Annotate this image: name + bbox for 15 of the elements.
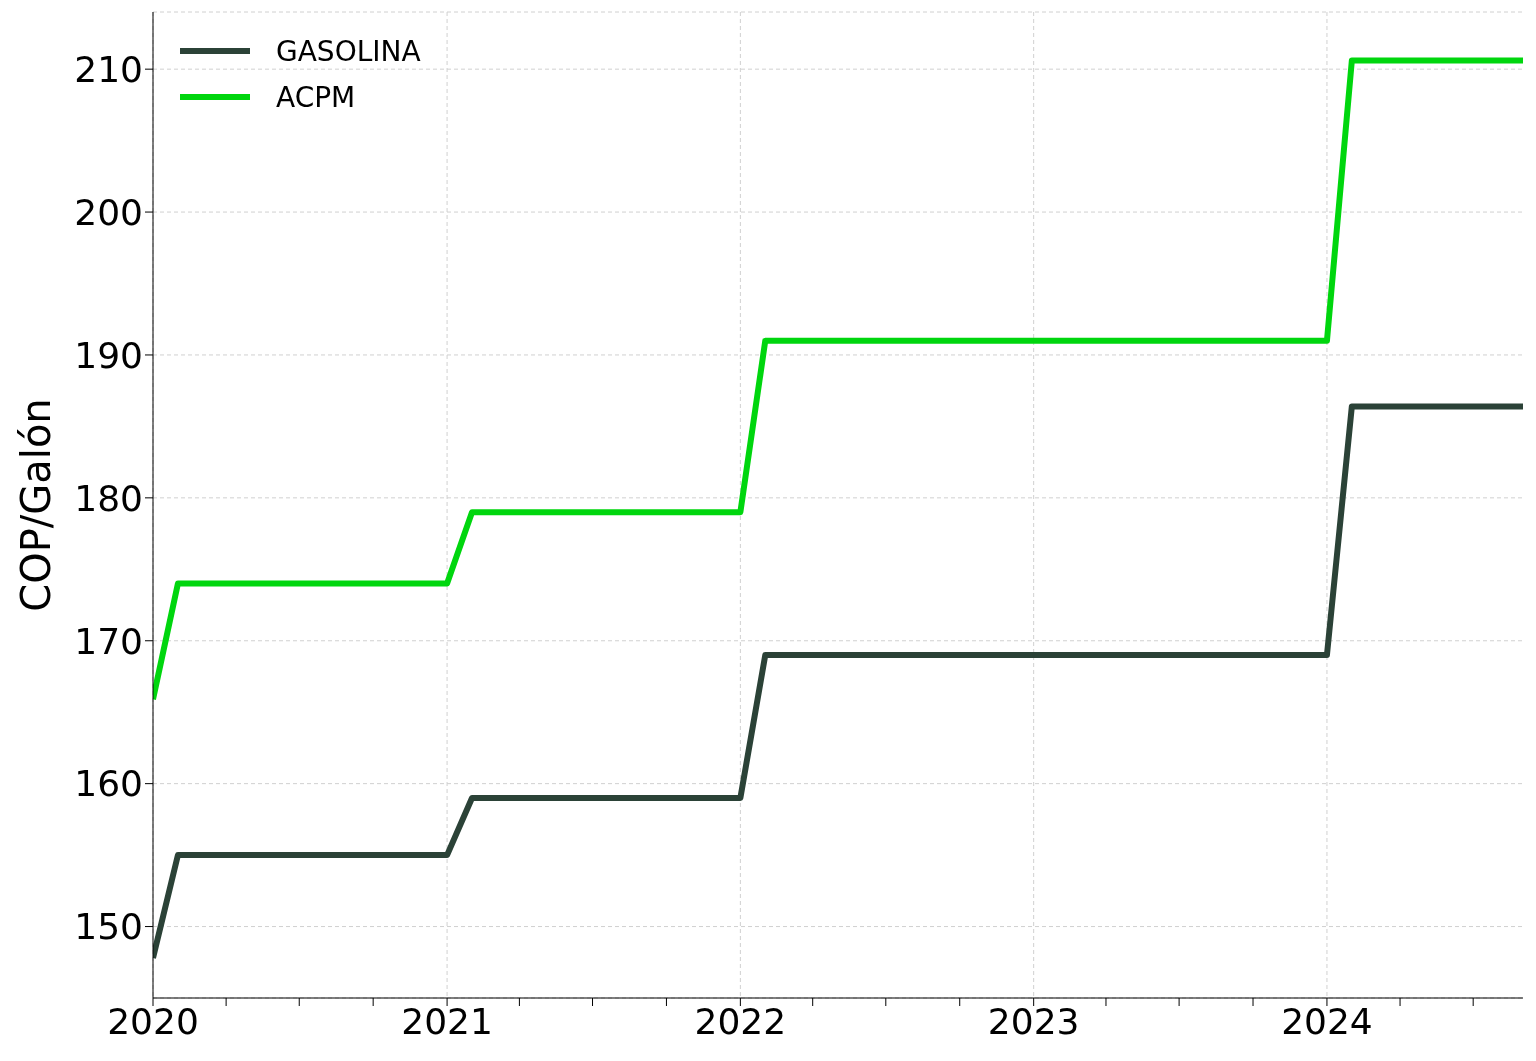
- x-tick-label: 2024: [1281, 1000, 1373, 1042]
- y-tick-label: 190: [74, 334, 143, 376]
- legend-label: ACPM: [276, 80, 356, 114]
- x-tick-label: 2022: [694, 1000, 787, 1042]
- y-tick-label: 150: [74, 906, 143, 948]
- legend-label: GASOLINA: [276, 34, 421, 68]
- x-tick-label: 2020: [107, 1000, 199, 1042]
- y-tick-label: 200: [74, 191, 143, 233]
- x-tick-label: 2023: [987, 1000, 1080, 1042]
- x-tick-label: 2021: [401, 1000, 493, 1042]
- y-tick-label: 160: [74, 763, 143, 805]
- y-tick-label: 170: [74, 620, 143, 662]
- y-tick-label: 210: [74, 48, 143, 90]
- y-tick-label: 180: [74, 477, 143, 519]
- y-axis-title: COP/Galón: [13, 398, 59, 612]
